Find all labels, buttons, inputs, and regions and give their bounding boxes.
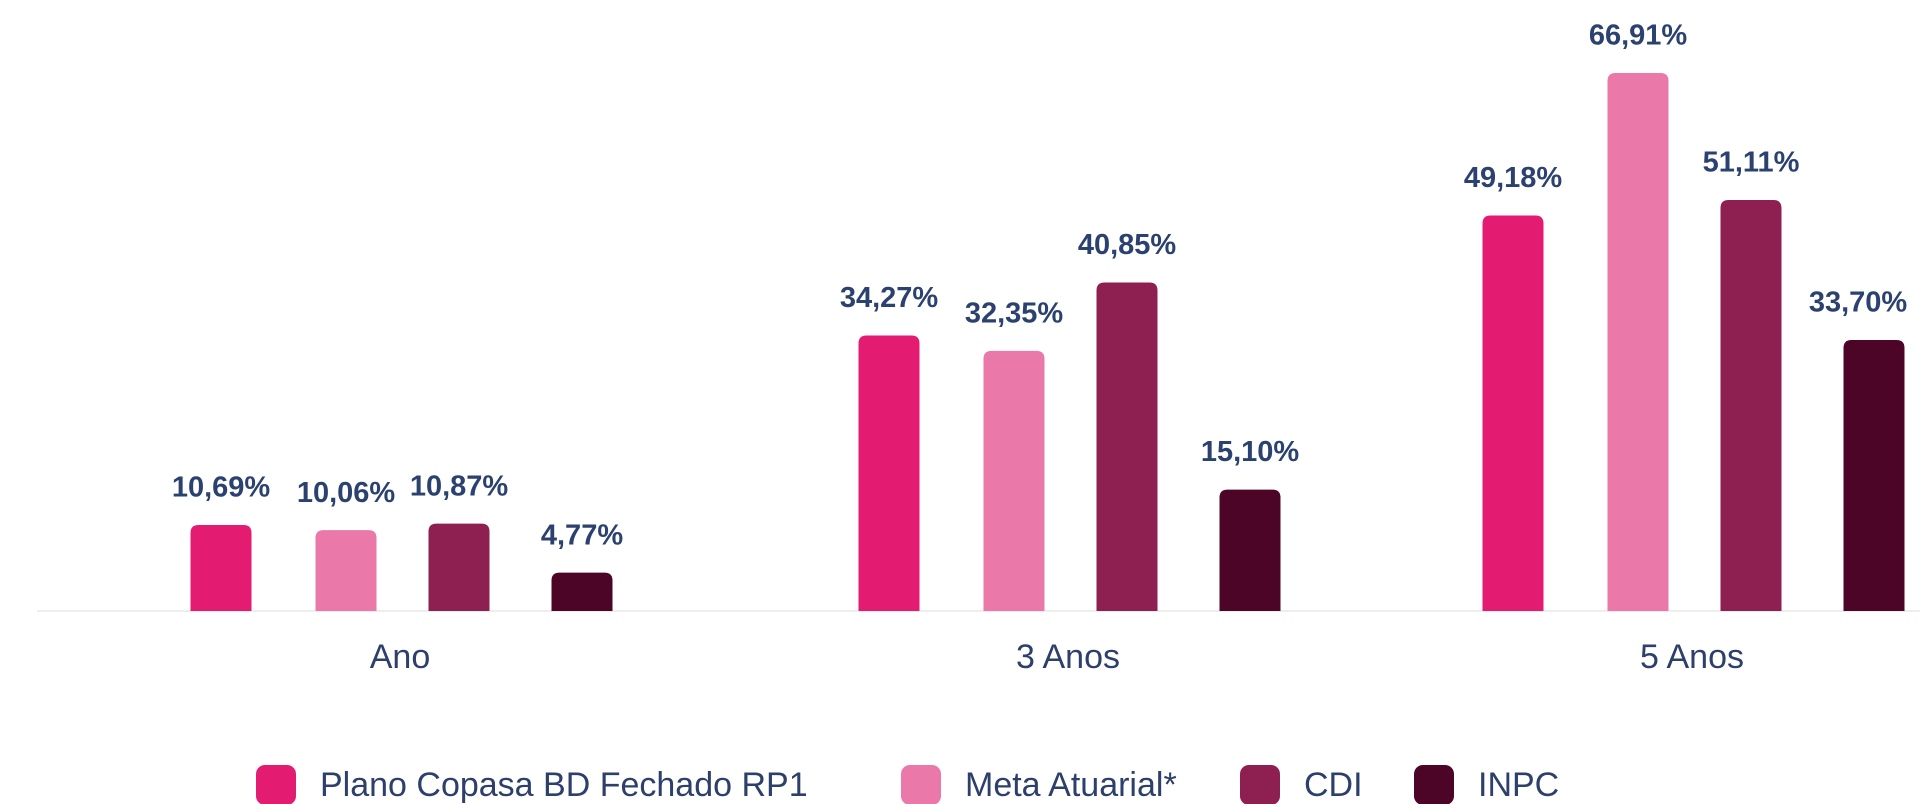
legend-swatch: [901, 765, 941, 804]
x-tick-label: 5 Anos: [1640, 638, 1744, 676]
data-label: 33,70%: [1809, 287, 1908, 319]
bar: [1607, 73, 1669, 611]
legend-label: Meta Atuarial*: [965, 766, 1177, 804]
data-label: 40,85%: [1078, 229, 1177, 261]
legend-swatch: [1240, 765, 1280, 804]
legend-label: INPC: [1478, 766, 1559, 804]
data-label: 32,35%: [965, 298, 1064, 330]
legend-label: Plano Copasa BD Fechado RP1: [320, 766, 808, 804]
bar: [428, 523, 490, 611]
bar: [1720, 200, 1782, 611]
data-label: 15,10%: [1201, 436, 1300, 468]
data-label: 34,27%: [840, 282, 939, 314]
bar: [1096, 282, 1158, 611]
legend-label: CDI: [1304, 766, 1363, 804]
x-tick-label: Ano: [370, 638, 431, 676]
data-label: 10,06%: [297, 477, 396, 509]
data-label: 10,69%: [172, 472, 271, 504]
bar: [1219, 489, 1281, 611]
bar: [858, 335, 920, 611]
data-label: 51,11%: [1703, 147, 1800, 179]
data-label: 49,18%: [1464, 162, 1563, 194]
bar: [190, 525, 252, 611]
data-label: 4,77%: [541, 519, 623, 551]
bar: [1843, 340, 1905, 611]
data-label: 10,87%: [410, 470, 509, 502]
x-tick-label: 3 Anos: [1016, 638, 1120, 676]
bar: [315, 530, 377, 611]
legend-swatch: [1414, 765, 1454, 804]
data-label: 66,91%: [1589, 20, 1688, 52]
bar: [983, 350, 1045, 611]
bar: [551, 572, 613, 611]
bar: [1482, 215, 1544, 611]
legend-swatch: [256, 765, 296, 804]
